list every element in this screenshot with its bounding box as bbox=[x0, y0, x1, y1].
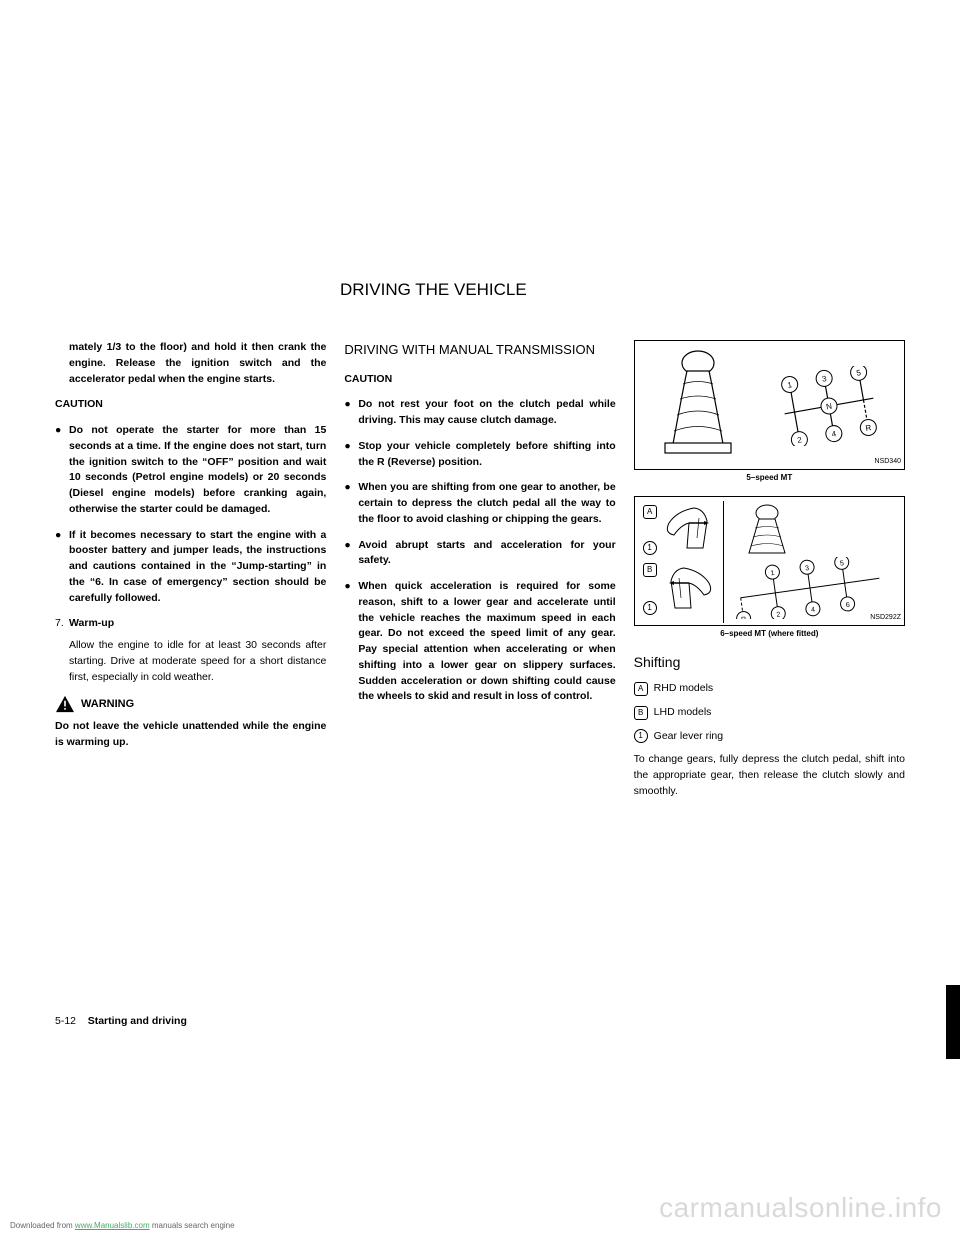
bullet-text: When you are shifting from one gear to a… bbox=[358, 480, 615, 527]
warning-body: Do not leave the vehicle unattended whil… bbox=[55, 719, 326, 751]
step-number: 7. bbox=[55, 616, 69, 632]
warning-label: WARNING bbox=[81, 696, 134, 713]
column-1: mately 1/3 to the floor) and hold it the… bbox=[55, 340, 326, 810]
bullet-icon: ● bbox=[344, 397, 358, 429]
figure-left-panel: A 1 B 1 bbox=[639, 501, 724, 623]
badge-a-icon: A bbox=[643, 505, 657, 519]
step-body: Allow the engine to idle for at least 30… bbox=[55, 638, 326, 685]
caution-bullet: ● Stop your vehicle completely before sh… bbox=[344, 439, 615, 471]
gear-lever-icon bbox=[653, 349, 743, 459]
intro-continuation: mately 1/3 to the floor) and hold it the… bbox=[55, 340, 326, 387]
download-note: Downloaded from www.Manualslib.com manua… bbox=[10, 1221, 235, 1230]
bullet-text: If it becomes necessary to start the eng… bbox=[69, 528, 326, 607]
legend-row: 1 Gear lever ring bbox=[634, 729, 905, 745]
caution-label: CAUTION bbox=[344, 372, 615, 388]
legend-row: B LHD models bbox=[634, 705, 905, 721]
figure-6speed: A 1 B 1 bbox=[634, 496, 905, 626]
manual-page: DRIVING THE VEHICLE mately 1/3 to the fl… bbox=[0, 0, 960, 810]
bullet-icon: ● bbox=[55, 423, 69, 518]
subsection-heading: DRIVING WITH MANUAL TRANSMISSION bbox=[344, 340, 615, 360]
caution-label: CAUTION bbox=[55, 397, 326, 413]
badge-1-icon: 1 bbox=[643, 541, 657, 555]
legend-text: RHD models bbox=[654, 681, 714, 697]
shifting-heading: Shifting bbox=[634, 652, 905, 673]
bullet-text: Avoid abrupt starts and acceleration for… bbox=[358, 538, 615, 570]
side-tab-icon bbox=[946, 985, 960, 1059]
caution-bullet: ● Avoid abrupt starts and acceleration f… bbox=[344, 538, 615, 570]
figure-caption: 6–speed MT (where fitted) bbox=[634, 628, 905, 640]
hand-lever-a-icon bbox=[659, 503, 719, 559]
download-link[interactable]: www.Manualslib.com bbox=[75, 1221, 150, 1230]
legend-circle-1-icon: 1 bbox=[634, 729, 648, 743]
step-item: 7. Warm-up bbox=[55, 616, 326, 632]
gear-lever-small-icon bbox=[725, 503, 810, 558]
bullet-icon: ● bbox=[55, 528, 69, 607]
section-heading: DRIVING THE VEHICLE bbox=[340, 280, 905, 300]
hand-lever-b-icon bbox=[659, 563, 719, 619]
content-columns: mately 1/3 to the floor) and hold it the… bbox=[55, 340, 905, 810]
bullet-text: Do not operate the starter for more than… bbox=[69, 423, 326, 518]
warning-row: WARNING bbox=[55, 695, 326, 713]
shifting-body: To change gears, fully depress the clutc… bbox=[634, 752, 905, 799]
bullet-icon: ● bbox=[344, 480, 358, 527]
legend-badge-b-icon: B bbox=[634, 706, 648, 720]
column-3: 1 3 5 2 4 R N NSD340 5–speed MT A 1 B bbox=[634, 340, 905, 810]
caution-bullet: ● Do not operate the starter for more th… bbox=[55, 423, 326, 518]
legend-text: LHD models bbox=[654, 705, 712, 721]
page-number: 5-12 bbox=[55, 1015, 76, 1027]
download-suffix: manuals search engine bbox=[150, 1221, 235, 1230]
figure-code: NSD292Z bbox=[870, 613, 901, 624]
bullet-icon: ● bbox=[344, 439, 358, 471]
watermark: carmanualsonline.info bbox=[659, 1192, 942, 1224]
bullet-icon: ● bbox=[344, 538, 358, 570]
figure-5speed: 1 3 5 2 4 R N NSD340 bbox=[634, 340, 905, 470]
legend-text: Gear lever ring bbox=[654, 729, 723, 745]
badge-1-icon: 1 bbox=[643, 601, 657, 615]
download-prefix: Downloaded from bbox=[10, 1221, 75, 1230]
bullet-text: Stop your vehicle completely before shif… bbox=[358, 439, 615, 471]
step-title: Warm-up bbox=[69, 616, 114, 632]
column-2: DRIVING WITH MANUAL TRANSMISSION CAUTION… bbox=[344, 340, 615, 810]
shift-pattern-5speed-icon: 1 3 5 2 4 R N bbox=[764, 366, 894, 446]
bullet-text: Do not rest your foot on the clutch peda… bbox=[358, 397, 615, 429]
bullet-text: When quick acceleration is required for … bbox=[358, 579, 615, 705]
caution-bullet: ● If it becomes necessary to start the e… bbox=[55, 528, 326, 607]
caution-bullet: ● When you are shifting from one gear to… bbox=[344, 480, 615, 527]
page-footer: 5-12 Starting and driving bbox=[55, 1015, 187, 1027]
shift-pattern-6speed-icon: 1 3 5 R 2 4 6 bbox=[725, 557, 895, 619]
caution-bullet: ● Do not rest your foot on the clutch pe… bbox=[344, 397, 615, 429]
legend-row: A RHD models bbox=[634, 681, 905, 697]
caution-bullet: ● When quick acceleration is required fo… bbox=[344, 579, 615, 705]
badge-b-icon: B bbox=[643, 563, 657, 577]
legend-badge-a-icon: A bbox=[634, 682, 648, 696]
warning-triangle-icon bbox=[55, 695, 75, 713]
figure-caption: 5–speed MT bbox=[634, 472, 905, 484]
bullet-icon: ● bbox=[344, 579, 358, 705]
footer-label: Starting and driving bbox=[88, 1015, 187, 1027]
figure-code: NSD340 bbox=[875, 457, 901, 468]
